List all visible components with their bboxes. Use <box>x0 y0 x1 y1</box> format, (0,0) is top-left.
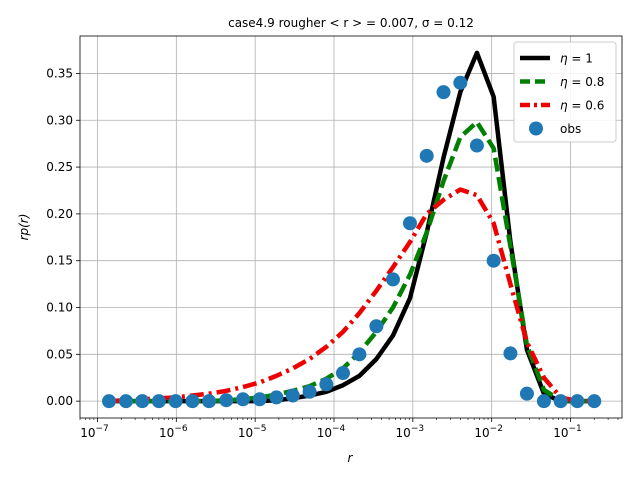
y-tick-label: 0.30 <box>46 113 73 127</box>
plot-frame <box>79 35 623 419</box>
legend-label: η = 0.6 <box>560 99 604 113</box>
obs-point <box>151 394 166 409</box>
obs-point <box>302 384 317 399</box>
x-tick-exponent: −5 <box>253 424 266 434</box>
obs-point <box>402 216 417 231</box>
obs-point <box>135 394 150 409</box>
obs-point <box>219 393 234 408</box>
legend-label: η = 1 <box>560 52 593 66</box>
obs-point <box>185 394 200 409</box>
obs-point <box>486 253 501 268</box>
legend-label-symbol: η <box>560 52 568 66</box>
obs-point <box>285 388 300 403</box>
obs-point <box>335 366 350 381</box>
obs-point <box>553 394 568 409</box>
chart-title: case4.9 rougher < r > = 0.007, σ = 0.12 <box>228 16 474 30</box>
series-layer <box>102 50 602 409</box>
x-tick-exponent: −6 <box>174 424 188 434</box>
y-tick-label: 0.25 <box>46 160 73 174</box>
obs-point <box>369 319 384 334</box>
x-axis-label: r <box>348 451 354 465</box>
y-tick-label: 0.00 <box>46 394 73 408</box>
y-ticks: 0.00 0.05 0.10 0.15 0.20 0.25 0.30 0.35 <box>46 66 80 408</box>
obs-point <box>419 148 434 163</box>
legend-label-value: = 0.8 <box>568 75 605 89</box>
x-tick-exponent: −7 <box>95 424 108 434</box>
obs-point <box>570 394 585 409</box>
obs-point <box>352 347 367 362</box>
x-tick-exponent: −1 <box>569 424 582 434</box>
y-tick-label: 0.35 <box>46 66 73 80</box>
legend-label-value: = 1 <box>568 52 593 66</box>
obs-point <box>252 392 267 407</box>
obs-point <box>385 272 400 287</box>
y-tick-label: 0.20 <box>46 207 73 221</box>
obs-point <box>319 377 334 392</box>
y-axis-label: rp(r) <box>17 214 31 241</box>
obs-point <box>519 386 534 401</box>
x-tick-exponent: −4 <box>332 424 346 434</box>
obs-point <box>202 394 217 409</box>
x-tick-exponent: −2 <box>490 424 503 434</box>
obs-point <box>536 394 551 409</box>
x-tick-exponent: −3 <box>411 424 424 434</box>
obs-point <box>469 138 484 153</box>
y-tick-label: 0.05 <box>46 347 73 361</box>
legend-label: obs <box>560 122 581 136</box>
y-tick-label: 0.15 <box>46 254 73 268</box>
obs-point <box>453 75 468 90</box>
obs-point <box>436 85 451 100</box>
legend-box <box>513 41 617 143</box>
legend-label-value: = 0.6 <box>568 99 605 113</box>
y-tick-label: 0.10 <box>46 301 73 315</box>
obs-point <box>168 394 183 409</box>
obs-point <box>269 390 284 405</box>
obs-point <box>503 346 518 361</box>
obs-point <box>102 394 117 409</box>
legend-marker <box>529 121 543 136</box>
obs-point <box>235 392 250 407</box>
series-line <box>108 187 595 404</box>
obs-point <box>119 394 134 409</box>
legend-label-symbol: η <box>560 75 568 89</box>
legend-label: η = 0.8 <box>560 75 604 89</box>
obs-point <box>587 394 602 409</box>
legend-label-symbol: η <box>560 99 568 113</box>
